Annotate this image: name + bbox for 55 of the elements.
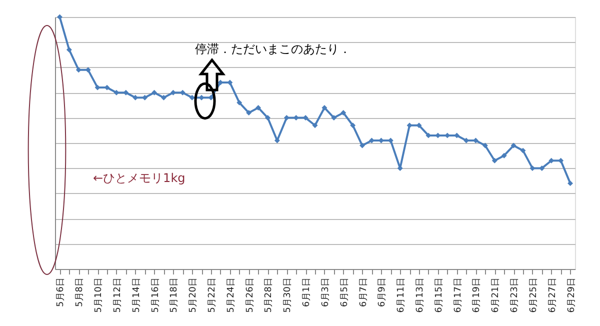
x-tick-label: 5月8日 (75, 278, 86, 307)
x-tick-label: 6月27日 (548, 278, 558, 313)
x-tick-label: 6月21日 (491, 278, 502, 313)
point (274, 138, 280, 144)
x-tick-label: 5月18日 (170, 278, 180, 313)
x-tick-label: 5月26日 (245, 278, 256, 313)
x-tick-label: 6月11日 (396, 278, 407, 313)
point (350, 122, 356, 128)
point (312, 122, 318, 128)
x-tick-label: 6月13日 (416, 278, 426, 313)
point (501, 152, 507, 158)
point (76, 67, 82, 73)
x-tick-label: 6月25日 (528, 278, 539, 313)
x-tick-label: 6月23日 (510, 278, 520, 313)
point (264, 115, 270, 121)
annotation: ←ひとメモリ1kg (93, 171, 186, 185)
x-tick-label: 5月12日 (112, 278, 123, 313)
x-tick-label: 6月19日 (472, 278, 482, 313)
x-tick-label: 6月29日 (566, 278, 577, 313)
point (322, 104, 328, 110)
point (160, 94, 166, 100)
x-tick-label: 5月20日 (188, 278, 199, 313)
x-tick-label: 5月28日 (264, 278, 274, 313)
point (331, 115, 337, 121)
point (142, 94, 148, 100)
point (492, 158, 498, 164)
x-tick-label: 5月6日 (56, 278, 66, 307)
x-tick-label: 6月17日 (453, 278, 464, 313)
x-tick-label: 5月16日 (150, 278, 161, 313)
point (152, 90, 158, 96)
x-tick-label: 5月30日 (283, 278, 294, 313)
x-tick-label: 6月9日 (378, 278, 388, 307)
x-tick-label: 6月3日 (320, 278, 331, 307)
point (520, 148, 526, 154)
annotation: 停滞．ただいまこのあたり． (195, 42, 351, 56)
point (482, 142, 488, 148)
x-tick-label: 5月24日 (226, 278, 236, 313)
x-tick-label: 6月7日 (358, 278, 369, 307)
x-tick-label: 6月5日 (340, 278, 350, 307)
point (568, 180, 574, 186)
point (340, 110, 346, 116)
point (170, 90, 176, 96)
x-tick-label: 6月1日 (302, 278, 312, 307)
point (236, 100, 242, 106)
x-tick-label: 5月14日 (132, 278, 142, 313)
point (558, 158, 564, 164)
point (360, 142, 366, 148)
x-tick-label: 5月10日 (94, 278, 104, 313)
x-tick-label: 5月22日 (208, 278, 218, 313)
point (66, 47, 72, 52)
x-tick-label: 6月15日 (434, 278, 444, 313)
point (510, 142, 516, 148)
point (246, 110, 252, 116)
point (56, 14, 62, 20)
point (256, 104, 262, 110)
